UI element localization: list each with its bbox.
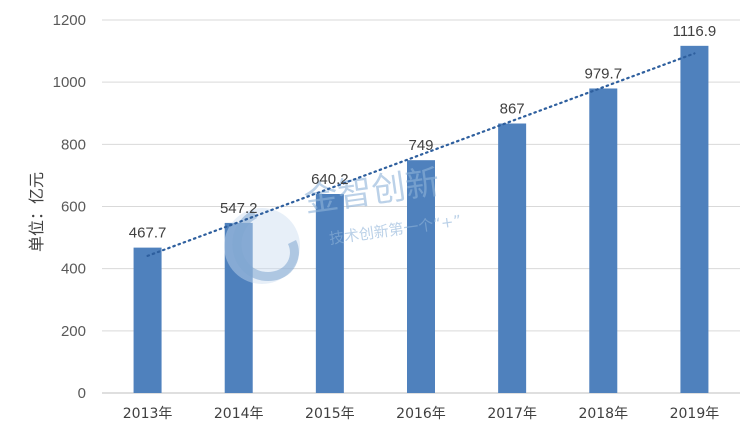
data-labels: 467.7 547.2 640.2 749 867 979.7 1116.9 xyxy=(129,23,716,242)
y-tick-label: 1000 xyxy=(53,74,86,91)
data-label: 467.7 xyxy=(129,225,167,242)
bar xyxy=(315,194,344,393)
data-label: 749 xyxy=(408,137,433,154)
x-tick-label: 2017年 xyxy=(487,406,537,422)
trendline xyxy=(146,52,696,257)
bar xyxy=(589,88,618,393)
data-label: 1116.9 xyxy=(673,23,717,40)
watermark-logo-swirl-icon xyxy=(232,210,299,281)
x-tick-label: 2014年 xyxy=(214,406,264,422)
y-axis-title: 单位：亿元 xyxy=(27,172,46,252)
y-tick-label: 1200 xyxy=(53,12,86,29)
trendline-layer xyxy=(146,52,696,257)
bar xyxy=(133,247,162,393)
bar xyxy=(680,45,709,393)
bar xyxy=(498,123,527,393)
x-tick-label: 2016年 xyxy=(396,406,446,422)
x-tick-label: 2018年 xyxy=(578,406,628,422)
x-tick-label: 2013年 xyxy=(123,406,173,422)
y-tick-label: 400 xyxy=(61,261,86,278)
bar xyxy=(407,160,435,393)
data-label: 867 xyxy=(500,101,525,118)
y-axis-ticks: 0 200 400 600 800 1000 1200 xyxy=(53,12,86,402)
data-label: 547.2 xyxy=(220,200,258,217)
data-label: 640.2 xyxy=(311,171,349,188)
data-label: 979.7 xyxy=(585,65,623,82)
x-tick-label: 2015年 xyxy=(305,406,355,422)
y-tick-label: 800 xyxy=(61,136,86,153)
y-tick-label: 0 xyxy=(78,385,86,402)
x-axis-ticks: 2013年 2014年 2015年 2016年 2017年 2018年 2019年 xyxy=(123,406,719,422)
watermark-slogan: 技术创新第一个“+” xyxy=(328,212,462,248)
x-tick-label: 2019年 xyxy=(670,406,720,422)
y-tick-label: 600 xyxy=(61,199,86,216)
y-tick-label: 200 xyxy=(61,323,86,340)
